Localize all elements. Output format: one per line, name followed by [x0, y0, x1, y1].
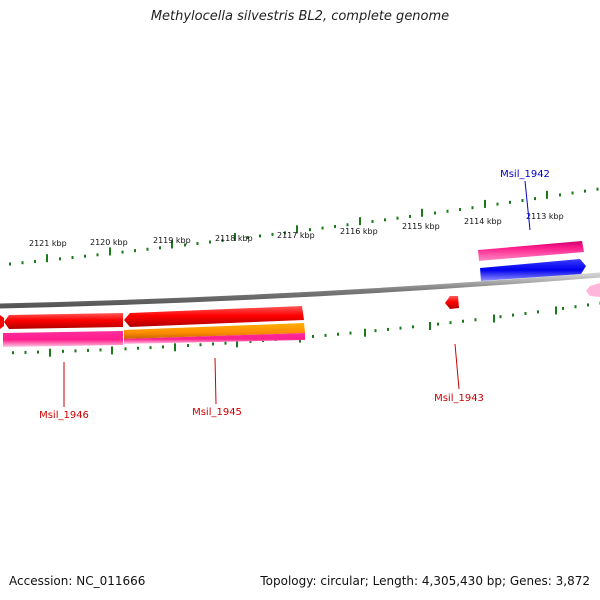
feature-msil-1945-gene[interactable] — [124, 323, 305, 339]
feature-label-msil-1942[interactable]: Msil_1942 — [500, 169, 550, 180]
feature-label-msil-1943[interactable]: Msil_1943 — [434, 393, 484, 404]
feature-label-msil-1945[interactable]: Msil_1945 — [192, 407, 242, 418]
genome-stats-label: Topology: circular; Length: 4,305,430 bp… — [260, 574, 590, 588]
tick-label: 2113 kbp — [526, 212, 564, 221]
feature-msil-1945-extra[interactable] — [124, 333, 305, 344]
feature-msil-1942-cds[interactable] — [478, 241, 584, 261]
tick-label: 2115 kbp — [402, 222, 440, 231]
feature-msil-1945-cds[interactable] — [124, 306, 304, 327]
genome-backbone — [0, 272, 600, 309]
feature-msil-1942-gene[interactable] — [480, 259, 586, 281]
tick-label: 2119 kbp — [153, 236, 191, 245]
accession-label: Accession: NC_011666 — [9, 574, 146, 588]
callout-line-msil-1942 — [524, 180, 531, 231]
feature-label-msil-1946[interactable]: Msil_1946 — [39, 410, 89, 421]
tick-label: 2116 kbp — [340, 227, 378, 236]
feature-msil-1946-cds[interactable] — [4, 313, 123, 329]
tick-label: 2121 kbp — [29, 239, 67, 248]
callout-line-msil-1943 — [454, 343, 460, 390]
callout-line-msil-1945 — [214, 357, 217, 405]
map-title: Methylocella silvestris BL2, complete ge… — [150, 9, 450, 24]
feature-msil-1946-gene[interactable] — [3, 331, 123, 347]
tick-label: 2114 kbp — [464, 217, 502, 226]
tick-row-upper — [9, 187, 599, 266]
tick-label: 2120 kbp — [90, 238, 128, 247]
feature-msil-1943[interactable] — [445, 296, 459, 309]
tick-label: 2117 kbp — [277, 231, 315, 240]
feature-offscreen-left — [0, 315, 4, 329]
tick-row-lower — [12, 301, 600, 357]
feature-offscreen-forward — [586, 283, 600, 297]
tick-label: 2118 kbp — [215, 234, 253, 243]
